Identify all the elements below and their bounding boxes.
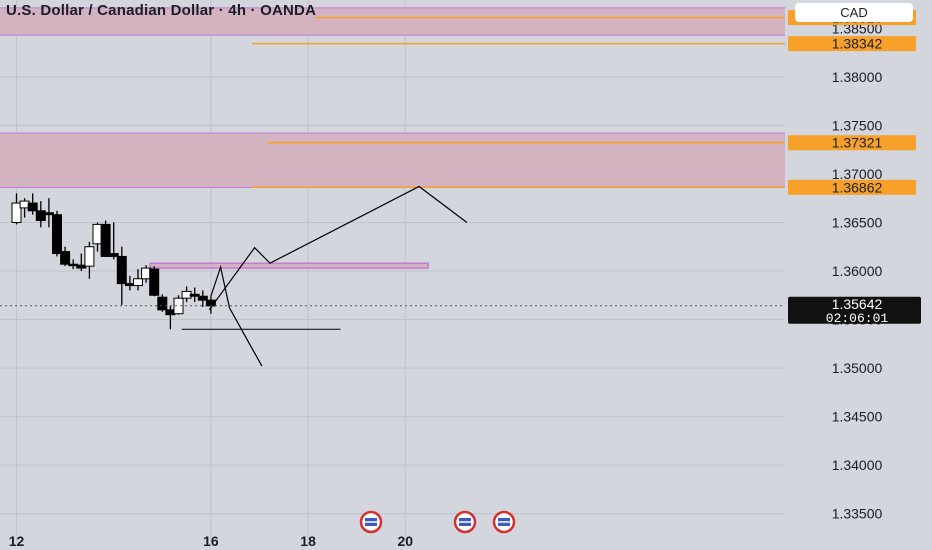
price-axis[interactable]: 1.385001.380001.375001.370001.365001.360… xyxy=(788,10,921,522)
candle-body xyxy=(157,296,168,311)
zone-rect xyxy=(0,7,785,36)
level-tag xyxy=(788,179,916,195)
level-tag-label: 1.37321 xyxy=(832,135,883,151)
y-tick-label: 1.35000 xyxy=(832,360,883,376)
candle-body xyxy=(108,253,119,257)
chart-grid xyxy=(0,0,785,542)
economic-event-icon[interactable] xyxy=(492,510,516,534)
candle-body xyxy=(116,255,127,285)
candle-body xyxy=(173,297,184,315)
level-tag-label: 1.38342 xyxy=(832,36,883,52)
x-tick-label: 18 xyxy=(300,533,316,549)
candle-body xyxy=(27,202,38,212)
countdown-label: 02:06:01 xyxy=(826,311,889,326)
x-tick-label: 16 xyxy=(203,533,219,549)
level-tag xyxy=(788,135,916,151)
economic-event-icon[interactable] xyxy=(359,510,383,534)
supply-demand-zones xyxy=(0,7,785,269)
level-tag xyxy=(788,36,916,52)
currency-button[interactable]: CAD xyxy=(795,3,913,22)
economic-event-icon[interactable] xyxy=(453,510,477,534)
candle-body xyxy=(197,295,208,301)
projection-path xyxy=(208,185,468,311)
candle-body xyxy=(149,268,160,296)
zone-rect xyxy=(149,262,429,269)
candle-body xyxy=(52,214,62,255)
candle-body xyxy=(100,223,111,257)
current-price-label: 1.35642 xyxy=(832,296,883,312)
time-axis[interactable]: 12 16 18 20 xyxy=(9,533,414,549)
current-price-tag xyxy=(788,296,921,324)
level-tag-label: 1.36862 xyxy=(832,179,883,195)
price-levels xyxy=(252,16,785,189)
y-tick-label: 1.34000 xyxy=(832,457,883,473)
candle-body xyxy=(133,278,143,287)
y-tick-label: 1.34500 xyxy=(832,409,883,425)
trend-drawings xyxy=(0,185,785,367)
y-tick-label: 1.37000 xyxy=(832,166,883,182)
projection-path xyxy=(210,264,263,367)
x-tick-label: 20 xyxy=(398,533,414,549)
candle-body xyxy=(189,293,200,297)
candle-body xyxy=(11,202,22,223)
y-tick-label: 1.38000 xyxy=(832,69,883,85)
y-tick-label: 1.36000 xyxy=(832,263,883,279)
candle-body xyxy=(35,210,46,222)
candle-body xyxy=(43,212,54,216)
zone-rect xyxy=(0,133,785,188)
candle-body xyxy=(84,246,95,267)
candles xyxy=(11,193,216,330)
candle-body xyxy=(60,251,71,265)
y-tick-label: 1.37500 xyxy=(832,117,883,133)
y-tick-label: 1.36500 xyxy=(832,214,883,230)
y-tick-label: 1.33500 xyxy=(832,506,883,522)
x-tick-label: 12 xyxy=(9,533,25,549)
event-markers[interactable] xyxy=(359,510,516,534)
chart-title: U.S. Dollar / Canadian Dollar · 4h · OAN… xyxy=(6,2,317,19)
